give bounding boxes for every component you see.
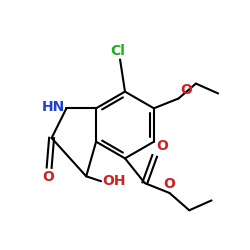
Text: O: O: [164, 176, 175, 190]
Text: O: O: [156, 140, 168, 153]
Text: OH: OH: [102, 174, 126, 188]
Text: Cl: Cl: [110, 44, 125, 58]
Text: O: O: [180, 83, 192, 97]
Text: O: O: [42, 170, 54, 184]
Text: HN: HN: [42, 100, 65, 114]
